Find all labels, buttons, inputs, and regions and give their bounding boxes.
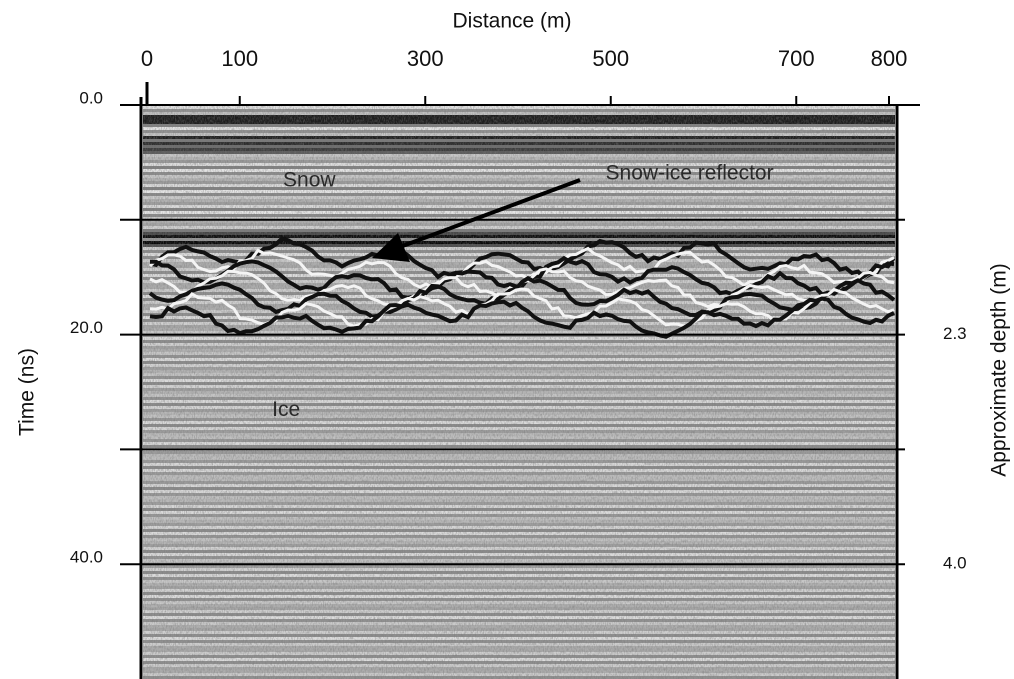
annotation: Snow-ice reflector <box>606 161 774 184</box>
y2-tick-label: 4.0 <box>943 554 967 573</box>
reflector-wave <box>149 296 895 339</box>
annotation: Ice <box>272 398 300 421</box>
reflector-wave <box>150 255 895 300</box>
reflector-wave <box>149 236 895 280</box>
annotation-arrowhead <box>372 233 410 262</box>
y-tick-label: 40.0 <box>70 548 103 567</box>
radargram-noise <box>143 106 895 679</box>
reflector-wave <box>148 275 895 319</box>
y-tick-label: 0.0 <box>79 88 103 107</box>
reflector-wave <box>148 246 895 289</box>
y2-axis-label: Approximate depth (m) <box>988 263 1011 477</box>
y2-tick-label: 2.3 <box>943 324 967 343</box>
x-tick-label: 500 <box>592 46 629 71</box>
x-tick-label: 300 <box>407 46 444 71</box>
x-axis-label: Distance (m) <box>452 10 571 33</box>
y-axis-label: Time (ns) <box>16 348 39 436</box>
x-tick-label: 0 <box>141 46 153 71</box>
radargram-image <box>143 106 895 679</box>
y-tick-label: 20.0 <box>70 318 103 337</box>
x-tick-label: 100 <box>221 46 258 71</box>
annotation: Snow <box>283 168 336 191</box>
x-tick-label: 700 <box>778 46 815 71</box>
x-tick-label: 800 <box>871 46 908 71</box>
annotation-arrow <box>399 178 581 249</box>
